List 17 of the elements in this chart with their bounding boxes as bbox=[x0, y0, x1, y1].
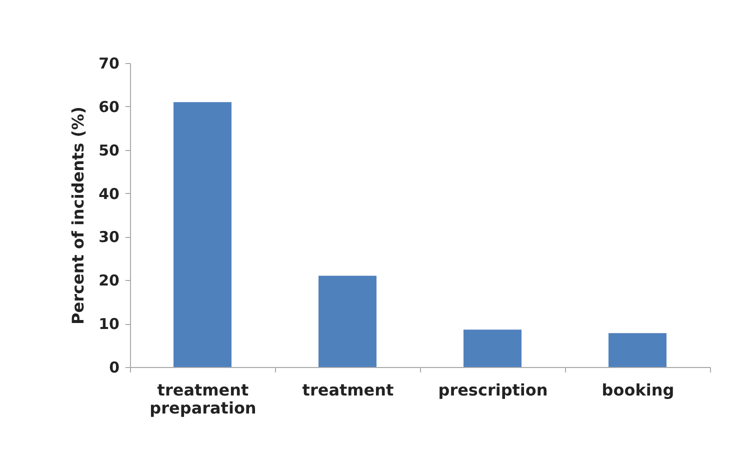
y-tick-label: 50 bbox=[98, 141, 120, 160]
y-axis-title: Percent of incidents (%) bbox=[68, 106, 88, 324]
y-tick-label: 10 bbox=[98, 315, 120, 334]
y-tick-label: 40 bbox=[98, 184, 120, 203]
y-tick-label: 0 bbox=[109, 358, 120, 376]
y-tick-label: 60 bbox=[98, 98, 120, 116]
bar bbox=[318, 276, 376, 367]
x-tick-label: booking bbox=[602, 380, 674, 400]
x-tick-label: treatment preparation bbox=[150, 380, 256, 418]
bar bbox=[174, 102, 232, 367]
bar bbox=[608, 333, 666, 367]
y-tick-label: 20 bbox=[98, 272, 120, 290]
y-tick-label: 30 bbox=[98, 228, 120, 246]
y-tick-label: 70 bbox=[98, 54, 120, 72]
x-tick-label: prescription bbox=[438, 380, 548, 400]
x-tick-label: treatment bbox=[302, 380, 394, 400]
bar bbox=[464, 330, 522, 367]
